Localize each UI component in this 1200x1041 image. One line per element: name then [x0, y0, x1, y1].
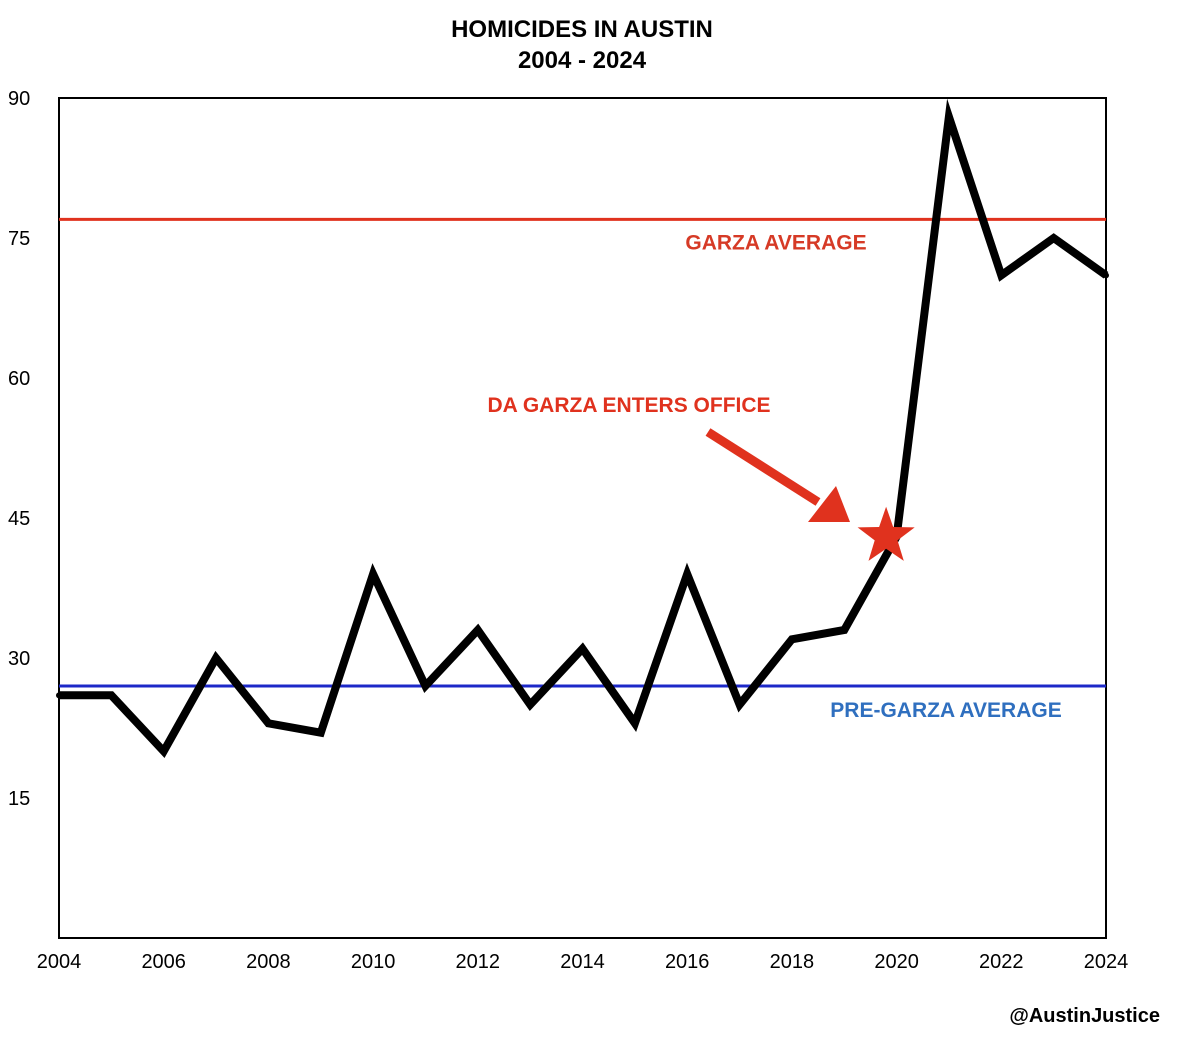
- y-tick-label: 15: [8, 788, 30, 810]
- data-point: [265, 720, 272, 727]
- data-point: [56, 692, 62, 699]
- data-point: [945, 113, 952, 120]
- data-point: [631, 720, 638, 727]
- star-icon: [857, 506, 915, 561]
- data-point: [422, 683, 429, 689]
- y-tick-label: 75: [8, 228, 30, 250]
- x-tick-label: 2008: [246, 951, 291, 973]
- data-point: [160, 748, 167, 755]
- chart-title: HOMICIDES IN AUSTIN: [451, 16, 713, 43]
- data-point: [736, 701, 743, 708]
- x-tick-label: 2022: [979, 951, 1024, 973]
- data-point: [1103, 272, 1109, 279]
- data-point: [788, 636, 795, 643]
- data-point: [317, 729, 324, 736]
- x-tick-label: 2014: [560, 951, 605, 973]
- plot-frame: [58, 97, 1107, 939]
- arrow-shaft: [705, 428, 821, 506]
- annotation-label: DA GARZA ENTERS OFFICE: [487, 394, 770, 417]
- chart-subtitle: 2004 - 2024: [518, 47, 647, 74]
- x-tick-label: 2024: [1084, 951, 1129, 973]
- garza-annotation: DA GARZA ENTERS OFFICE: [487, 394, 915, 561]
- y-axis: 15 30 45 60 75 90: [8, 88, 30, 810]
- x-axis: 2004 2006 2008 2010 2012 2014 2016 2018 2020 2022…: [37, 951, 1129, 973]
- data-point: [841, 627, 848, 633]
- data-point: [579, 645, 586, 652]
- data-point: [527, 701, 534, 708]
- x-tick-label: 2012: [456, 951, 501, 973]
- x-tick-label: 2006: [141, 951, 186, 973]
- arrow-head-icon: [808, 486, 850, 522]
- x-tick-label: 2016: [665, 951, 710, 973]
- data-point: [1050, 235, 1057, 241]
- x-tick-label: 2018: [770, 951, 815, 973]
- y-tick-label: 30: [8, 648, 30, 670]
- data-point: [684, 571, 691, 577]
- x-tick-label: 2020: [874, 951, 919, 973]
- data-point: [213, 655, 220, 661]
- data-point: [108, 692, 115, 699]
- reference-line-label: PRE-GARZA AVERAGE: [830, 699, 1061, 722]
- credit-handle: @AustinJustice: [1009, 1005, 1160, 1027]
- data-point: [370, 571, 377, 577]
- data-point: [474, 627, 481, 633]
- x-tick-label: 2010: [351, 951, 396, 973]
- y-tick-label: 90: [8, 88, 30, 110]
- data-point: [998, 272, 1005, 279]
- reference-lines: GARZA AVERAGE PRE-GARZA AVERAGE: [59, 217, 1106, 722]
- series-points: [56, 113, 1109, 755]
- y-tick-label: 45: [8, 508, 30, 530]
- reference-line-label: GARZA AVERAGE: [685, 231, 866, 254]
- y-tick-label: 60: [8, 368, 30, 390]
- x-tick-label: 2004: [37, 951, 82, 973]
